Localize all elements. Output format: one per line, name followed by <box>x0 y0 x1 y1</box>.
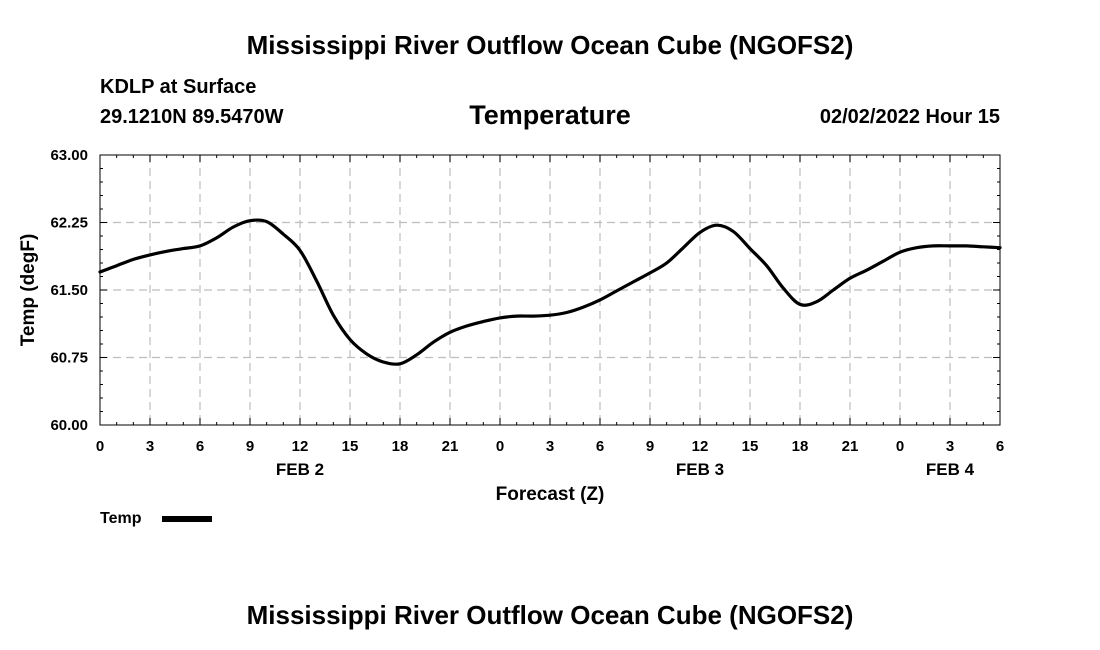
footer-title: Mississippi River Outflow Ocean Cube (NG… <box>246 600 854 630</box>
x-tick-label: 18 <box>392 438 409 455</box>
x-tick-label: 6 <box>196 438 204 455</box>
station-coordinates: 29.1210N 89.5470W <box>100 106 284 128</box>
y-tick-label: 61.50 <box>50 282 88 299</box>
temp-series-line <box>98 218 1002 366</box>
forecast-datetime: 02/02/2022 Hour 15 <box>819 106 1000 128</box>
y-tick-label: 63.00 <box>50 147 88 164</box>
station-label: KDLP at Surface <box>100 76 257 98</box>
x-tick-label: 3 <box>146 438 154 455</box>
x-tick-label: 9 <box>246 438 254 455</box>
legend-line-swatch <box>162 516 212 522</box>
x-tick-label: 0 <box>496 438 504 455</box>
day-label: FEB 2 <box>276 460 324 479</box>
chart-title: Mississippi River Outflow Ocean Cube (NG… <box>246 30 854 60</box>
day-label: FEB 3 <box>676 460 724 479</box>
x-tick-label: 21 <box>842 438 859 455</box>
x-tick-label: 0 <box>896 438 904 455</box>
x-tick-label: 6 <box>596 438 604 455</box>
y-tick-label: 60.00 <box>50 417 88 434</box>
x-axis-label: Forecast (Z) <box>496 484 605 505</box>
x-tick-label: 6 <box>996 438 1004 455</box>
variable-title: Temperature <box>469 100 631 130</box>
x-tick-label: 15 <box>742 438 759 455</box>
day-label: FEB 4 <box>926 460 975 479</box>
plot-frame <box>99 154 1001 426</box>
x-tick-label: 12 <box>292 438 309 455</box>
y-axis-label: Temp (degF) <box>18 234 39 347</box>
x-tick-label: 3 <box>946 438 954 455</box>
legend-label: Temp <box>100 510 142 527</box>
x-tick-label: 0 <box>96 438 104 455</box>
y-tick-label: 60.75 <box>50 350 88 367</box>
x-tick-label: 9 <box>646 438 654 455</box>
y-tick-label: 62.25 <box>50 215 88 232</box>
x-tick-label: 12 <box>692 438 709 455</box>
x-tick-label: 18 <box>792 438 809 455</box>
x-tick-label: 3 <box>546 438 554 455</box>
x-tick-label: 21 <box>442 438 459 455</box>
x-tick-label: 15 <box>342 438 359 455</box>
